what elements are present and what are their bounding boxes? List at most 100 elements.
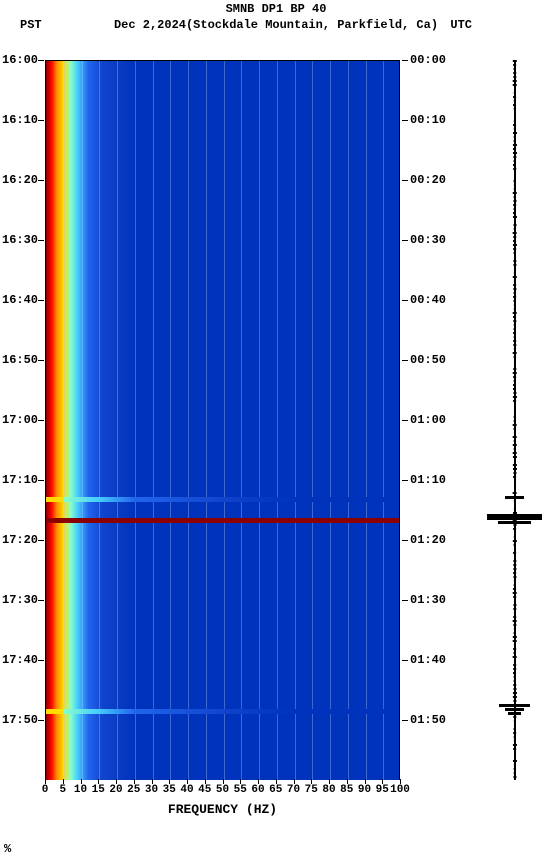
waveform-noise — [513, 720, 515, 722]
waveform-noise — [512, 152, 516, 154]
waveform-noise — [513, 120, 515, 122]
waveform-noise — [513, 72, 517, 74]
waveform-noise — [512, 452, 517, 454]
waveform-noise — [514, 488, 516, 490]
waveform-noise — [514, 548, 516, 550]
left-tick-mark — [38, 360, 44, 361]
waveform-noise — [512, 372, 517, 374]
waveform-noise — [513, 128, 515, 130]
spectrogram — [46, 61, 399, 780]
waveform-noise — [512, 192, 516, 194]
x-tick-label: 80 — [322, 784, 335, 796]
waveform-noise — [513, 156, 516, 158]
waveform-noise — [514, 172, 516, 174]
waveform-noise — [513, 680, 516, 682]
left-tick-mark — [38, 240, 44, 241]
waveform-noise — [513, 576, 516, 578]
left-tick-mark — [38, 600, 44, 601]
left-tick-mark — [38, 480, 44, 481]
waveform-noise — [513, 672, 517, 674]
right-time-axis: 00:0000:1000:2000:3000:4000:5001:0001:10… — [408, 60, 452, 780]
waveform-noise — [513, 304, 515, 306]
waveform-noise — [513, 124, 517, 126]
waveform-noise — [512, 744, 516, 746]
waveform-noise — [513, 264, 516, 266]
x-tick-label: 15 — [92, 784, 105, 796]
waveform-noise — [513, 624, 516, 626]
waveform-noise — [514, 460, 516, 462]
right-tick-label: 01:10 — [410, 473, 446, 487]
waveform-noise — [512, 352, 517, 354]
waveform-noise — [513, 528, 517, 530]
right-tick-mark — [402, 240, 408, 241]
waveform-noise — [513, 700, 516, 702]
waveform-noise — [512, 620, 517, 622]
gridline-vertical — [348, 61, 349, 780]
x-tick-label: 100 — [390, 784, 410, 796]
waveform-noise — [513, 740, 515, 742]
waveform-noise — [512, 444, 516, 446]
gridline-vertical — [312, 61, 313, 780]
waveform-noise — [513, 140, 516, 142]
gridline-vertical — [241, 61, 242, 780]
waveform-noise — [513, 224, 516, 226]
waveform-noise — [514, 88, 516, 90]
waveform-noise — [513, 284, 517, 286]
waveform-noise — [514, 752, 516, 754]
right-tick-label: 00:20 — [410, 173, 446, 187]
right-tick-label: 00:10 — [410, 113, 446, 127]
left-tick-mark — [38, 120, 44, 121]
waveform-noise — [513, 600, 515, 602]
gridline-vertical — [153, 61, 154, 780]
waveform-noise — [513, 148, 517, 150]
x-tick-label: 75 — [305, 784, 318, 796]
left-tick-label: 16:00 — [2, 53, 38, 67]
x-tick-label: 40 — [180, 784, 193, 796]
waveform-noise — [513, 764, 515, 766]
waveform-burst — [487, 514, 542, 517]
waveform-noise — [513, 272, 515, 274]
waveform-noise — [513, 184, 515, 186]
waveform-noise — [513, 380, 516, 382]
waveform-noise — [514, 268, 516, 270]
waveform-noise — [513, 524, 516, 526]
spectrogram-event-band — [46, 518, 399, 523]
waveform-noise — [513, 732, 517, 734]
waveform-noise — [513, 552, 517, 554]
right-tick-label: 00:00 — [410, 53, 446, 67]
waveform-noise — [513, 336, 516, 338]
waveform-noise — [513, 664, 517, 666]
waveform-noise — [513, 616, 517, 618]
gridline-vertical — [64, 61, 65, 780]
gridline-vertical — [259, 61, 260, 780]
waveform-noise — [512, 244, 516, 246]
waveform-noise — [513, 476, 517, 478]
right-tick-mark — [402, 180, 408, 181]
right-tick-mark — [402, 60, 408, 61]
waveform-noise — [513, 188, 515, 190]
x-tick-label: 70 — [287, 784, 300, 796]
spectrogram-event-band — [46, 497, 399, 502]
waveform-noise — [514, 556, 516, 558]
waveform-noise — [512, 84, 517, 86]
waveform-burst — [505, 496, 524, 499]
right-tick-mark — [402, 540, 408, 541]
x-tick-label: 20 — [109, 784, 122, 796]
waveform-noise — [514, 532, 516, 534]
left-tick-mark — [38, 180, 44, 181]
waveform-noise — [513, 536, 515, 538]
waveform-noise — [513, 676, 516, 678]
waveform-noise — [512, 540, 516, 542]
waveform-noise — [513, 568, 516, 570]
waveform-noise — [513, 200, 516, 202]
waveform-noise — [513, 204, 517, 206]
waveform-noise — [512, 636, 516, 638]
waveform-noise — [513, 416, 516, 418]
waveform-noise — [513, 660, 515, 662]
x-tick-label: 60 — [251, 784, 264, 796]
left-timezone-label: PST — [20, 18, 42, 32]
right-tick-mark — [402, 480, 408, 481]
waveform-noise — [512, 216, 516, 218]
waveform-noise — [513, 608, 516, 610]
right-tick-label: 00:30 — [410, 233, 446, 247]
